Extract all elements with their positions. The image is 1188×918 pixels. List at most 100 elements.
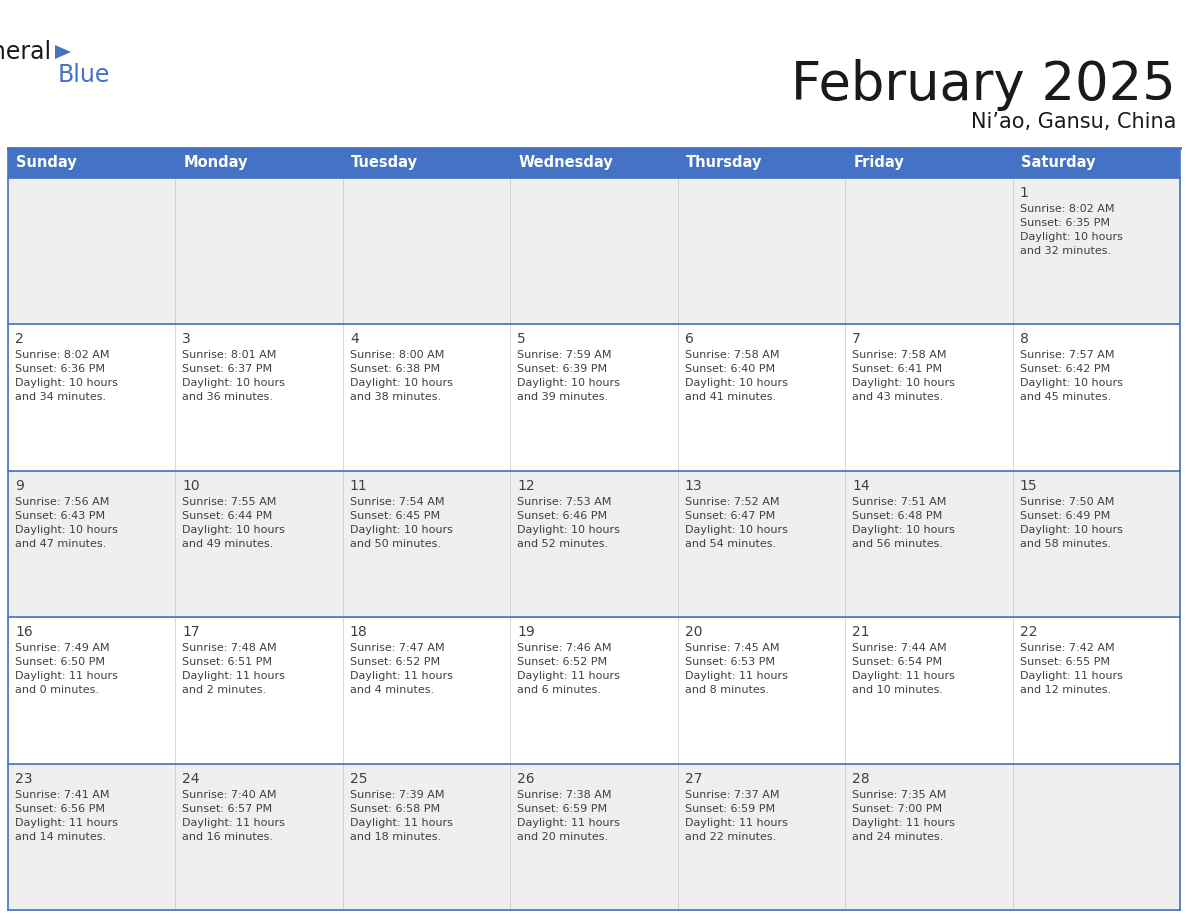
Bar: [8, 471, 176, 617]
Text: 10: 10: [183, 479, 200, 493]
Text: Daylight: 10 hours: Daylight: 10 hours: [183, 525, 285, 535]
Text: February 2025: February 2025: [791, 59, 1176, 111]
Text: and 20 minutes.: and 20 minutes.: [517, 832, 608, 842]
Bar: [1012, 764, 1180, 910]
Text: and 47 minutes.: and 47 minutes.: [15, 539, 106, 549]
Bar: [677, 617, 845, 764]
Bar: [511, 764, 677, 910]
Text: Daylight: 11 hours: Daylight: 11 hours: [15, 671, 118, 681]
Text: Daylight: 11 hours: Daylight: 11 hours: [349, 671, 453, 681]
Text: 21: 21: [852, 625, 870, 639]
Text: Sunrise: 8:00 AM: Sunrise: 8:00 AM: [349, 351, 444, 361]
Text: 23: 23: [15, 772, 32, 786]
Text: Sunset: 6:35 PM: Sunset: 6:35 PM: [1019, 218, 1110, 228]
Text: 12: 12: [517, 479, 535, 493]
Text: and 6 minutes.: and 6 minutes.: [517, 685, 601, 695]
Text: 4: 4: [349, 332, 359, 346]
Bar: [511, 324, 677, 471]
Text: Sunset: 6:56 PM: Sunset: 6:56 PM: [15, 803, 105, 813]
Text: Sunrise: 7:54 AM: Sunrise: 7:54 AM: [349, 497, 444, 507]
Bar: [8, 617, 176, 764]
Text: 19: 19: [517, 625, 535, 639]
Text: and 38 minutes.: and 38 minutes.: [349, 392, 441, 402]
Text: 7: 7: [852, 332, 861, 346]
Bar: [8, 324, 176, 471]
Bar: [845, 178, 1012, 324]
Text: Sunset: 6:36 PM: Sunset: 6:36 PM: [15, 364, 105, 375]
Text: Sunrise: 7:58 AM: Sunrise: 7:58 AM: [852, 351, 947, 361]
Text: 1: 1: [1019, 186, 1029, 200]
Text: and 24 minutes.: and 24 minutes.: [852, 832, 943, 842]
Text: Daylight: 10 hours: Daylight: 10 hours: [1019, 378, 1123, 388]
Text: 24: 24: [183, 772, 200, 786]
Text: and 32 minutes.: and 32 minutes.: [1019, 246, 1111, 256]
Text: Sunrise: 7:44 AM: Sunrise: 7:44 AM: [852, 644, 947, 654]
Bar: [677, 324, 845, 471]
Text: Sunset: 6:45 PM: Sunset: 6:45 PM: [349, 510, 440, 521]
Text: Daylight: 10 hours: Daylight: 10 hours: [684, 525, 788, 535]
Text: Daylight: 10 hours: Daylight: 10 hours: [15, 378, 118, 388]
Text: Daylight: 11 hours: Daylight: 11 hours: [852, 818, 955, 828]
Text: Daylight: 10 hours: Daylight: 10 hours: [1019, 525, 1123, 535]
Text: 25: 25: [349, 772, 367, 786]
Text: Daylight: 10 hours: Daylight: 10 hours: [349, 525, 453, 535]
Text: Blue: Blue: [58, 63, 110, 87]
Bar: [8, 148, 176, 178]
Text: Sunset: 6:52 PM: Sunset: 6:52 PM: [349, 657, 440, 667]
Text: and 34 minutes.: and 34 minutes.: [15, 392, 106, 402]
Text: Daylight: 10 hours: Daylight: 10 hours: [349, 378, 453, 388]
Text: and 18 minutes.: and 18 minutes.: [349, 832, 441, 842]
Bar: [511, 617, 677, 764]
Bar: [1012, 148, 1180, 178]
Text: Sunrise: 8:02 AM: Sunrise: 8:02 AM: [15, 351, 109, 361]
Text: Sunrise: 7:41 AM: Sunrise: 7:41 AM: [15, 789, 109, 800]
Text: Sunrise: 8:01 AM: Sunrise: 8:01 AM: [183, 351, 277, 361]
Text: Sunset: 6:42 PM: Sunset: 6:42 PM: [1019, 364, 1110, 375]
Text: and 12 minutes.: and 12 minutes.: [1019, 685, 1111, 695]
Text: and 22 minutes.: and 22 minutes.: [684, 832, 776, 842]
Text: and 8 minutes.: and 8 minutes.: [684, 685, 769, 695]
Text: Sunset: 6:39 PM: Sunset: 6:39 PM: [517, 364, 607, 375]
Text: Sunrise: 7:38 AM: Sunrise: 7:38 AM: [517, 789, 612, 800]
Text: and 54 minutes.: and 54 minutes.: [684, 539, 776, 549]
Bar: [677, 178, 845, 324]
Text: Daylight: 10 hours: Daylight: 10 hours: [183, 378, 285, 388]
Text: 18: 18: [349, 625, 367, 639]
Text: Sunset: 6:59 PM: Sunset: 6:59 PM: [517, 803, 607, 813]
Text: Daylight: 11 hours: Daylight: 11 hours: [183, 671, 285, 681]
Bar: [8, 178, 176, 324]
Bar: [845, 324, 1012, 471]
Text: Sunset: 6:49 PM: Sunset: 6:49 PM: [1019, 510, 1110, 521]
Bar: [176, 324, 343, 471]
Text: and 45 minutes.: and 45 minutes.: [1019, 392, 1111, 402]
Text: and 36 minutes.: and 36 minutes.: [183, 392, 273, 402]
Text: 8: 8: [1019, 332, 1029, 346]
Bar: [1012, 471, 1180, 617]
Text: Sunset: 6:54 PM: Sunset: 6:54 PM: [852, 657, 942, 667]
Text: General: General: [0, 40, 52, 64]
Text: 26: 26: [517, 772, 535, 786]
Bar: [1012, 617, 1180, 764]
Text: Ni’ao, Gansu, China: Ni’ao, Gansu, China: [971, 112, 1176, 132]
Text: and 43 minutes.: and 43 minutes.: [852, 392, 943, 402]
Text: Sunday: Sunday: [15, 155, 77, 171]
Text: Sunrise: 7:46 AM: Sunrise: 7:46 AM: [517, 644, 612, 654]
Text: Daylight: 11 hours: Daylight: 11 hours: [852, 671, 955, 681]
Bar: [511, 471, 677, 617]
Text: Sunrise: 7:53 AM: Sunrise: 7:53 AM: [517, 497, 612, 507]
Text: and 56 minutes.: and 56 minutes.: [852, 539, 943, 549]
Text: Sunset: 7:00 PM: Sunset: 7:00 PM: [852, 803, 942, 813]
Text: and 0 minutes.: and 0 minutes.: [15, 685, 99, 695]
Text: 11: 11: [349, 479, 367, 493]
Text: 22: 22: [1019, 625, 1037, 639]
Text: and 49 minutes.: and 49 minutes.: [183, 539, 273, 549]
Text: Sunrise: 7:50 AM: Sunrise: 7:50 AM: [1019, 497, 1114, 507]
Text: Sunset: 6:58 PM: Sunset: 6:58 PM: [349, 803, 440, 813]
Text: and 16 minutes.: and 16 minutes.: [183, 832, 273, 842]
Bar: [1012, 178, 1180, 324]
Text: Sunset: 6:50 PM: Sunset: 6:50 PM: [15, 657, 105, 667]
Text: Sunrise: 7:47 AM: Sunrise: 7:47 AM: [349, 644, 444, 654]
Text: 9: 9: [15, 479, 24, 493]
Bar: [8, 764, 176, 910]
Text: Sunrise: 7:55 AM: Sunrise: 7:55 AM: [183, 497, 277, 507]
